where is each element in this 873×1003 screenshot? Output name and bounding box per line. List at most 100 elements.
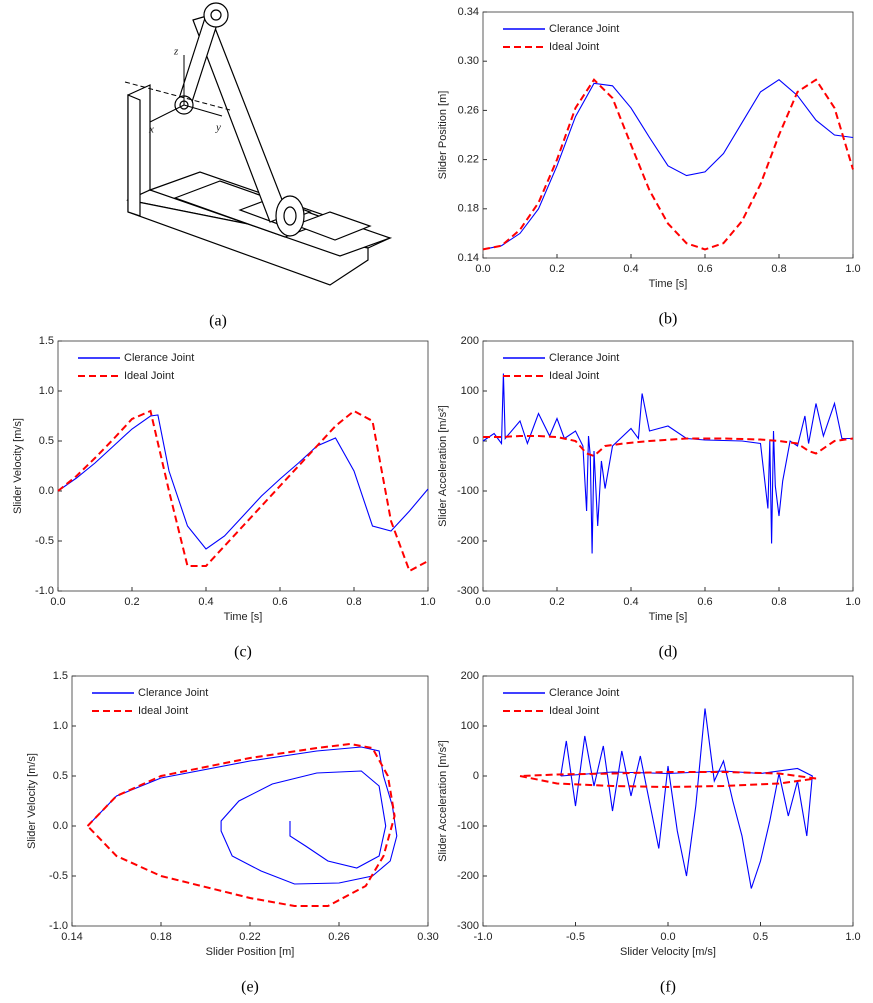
caption: (e) — [241, 979, 259, 996]
y-tick-label: 200 — [461, 670, 479, 682]
y-tick-label: 0.0 — [39, 485, 54, 497]
y-axis-label: Slider Acceleration [m/s²] — [437, 405, 449, 527]
legend-label: Clerance Joint — [549, 352, 619, 364]
y-tick-label: 0.0 — [53, 820, 68, 832]
y-tick-label: 0.18 — [458, 203, 479, 215]
x-tick-label: 0.2 — [549, 596, 564, 608]
x-tick-label: 0.2 — [549, 263, 564, 275]
series-line — [57, 414, 429, 550]
axis-letter: y — [215, 122, 221, 134]
y-tick-label: -200 — [457, 870, 479, 882]
legend-label: Clerance Joint — [138, 687, 208, 699]
y-tick-label: 1.5 — [39, 335, 54, 347]
x-tick-label: 0.2 — [124, 596, 139, 608]
plot-frame — [57, 340, 429, 592]
y-axis-label: Slider Acceleration [m/s²] — [437, 740, 449, 862]
x-tick-label: 0.4 — [198, 596, 213, 608]
x-tick-label: 0.6 — [697, 263, 712, 275]
y-tick-label: -0.5 — [35, 535, 54, 547]
series-line — [87, 746, 398, 885]
y-tick-label: -1.0 — [35, 585, 54, 597]
y-tick-label: -0.5 — [49, 870, 68, 882]
caption: (a) — [209, 313, 227, 330]
series-line — [560, 708, 813, 889]
x-tick-label: 0.8 — [771, 263, 786, 275]
x-tick-label: 1.0 — [845, 596, 860, 608]
mechanism-diagram: z x y (a) — [124, 2, 392, 330]
x-tick-label: 0.0 — [475, 596, 490, 608]
plot-frame — [482, 11, 854, 259]
y-tick-label: 100 — [461, 385, 479, 397]
y-tick-label: -100 — [457, 820, 479, 832]
x-tick-label: 0.8 — [346, 596, 361, 608]
y-tick-label: -100 — [457, 485, 479, 497]
y-tick-label: -1.0 — [49, 920, 68, 932]
legend-label: Ideal Joint — [138, 705, 188, 717]
x-tick-label: 0.5 — [753, 931, 768, 943]
x-tick-label: -1.0 — [474, 931, 493, 943]
y-tick-label: 0.26 — [458, 104, 479, 116]
series-line — [86, 742, 396, 907]
plot-frame — [71, 675, 429, 927]
x-tick-label: 0.6 — [697, 596, 712, 608]
axis-letter: z — [173, 46, 179, 58]
series-line — [519, 771, 817, 789]
caption: (c) — [234, 644, 252, 661]
y-tick-label: 100 — [461, 720, 479, 732]
y-tick-label: 0.34 — [458, 6, 479, 18]
y-tick-label: 0 — [473, 435, 479, 447]
legend-label: Clerance Joint — [549, 23, 619, 35]
y-tick-label: 0.14 — [458, 252, 479, 264]
y-tick-label: -300 — [457, 920, 479, 932]
legend-label: Clerance Joint — [549, 687, 619, 699]
plot-frame — [482, 675, 854, 927]
plot-frame — [482, 340, 854, 592]
y-tick-label: 0.30 — [458, 55, 479, 67]
x-tick-label: 0.8 — [771, 596, 786, 608]
y-tick-label: 0 — [473, 770, 479, 782]
x-axis-label: Time [s] — [649, 611, 688, 623]
x-tick-label: -0.5 — [566, 931, 585, 943]
legend-label: Clerance Joint — [124, 352, 194, 364]
x-axis-label: Slider Position [m] — [206, 946, 295, 958]
x-tick-label: 0.6 — [272, 596, 287, 608]
y-tick-label: 0.5 — [39, 435, 54, 447]
caption: (d) — [659, 644, 678, 661]
x-tick-label: 0.26 — [328, 931, 349, 943]
x-tick-label: 0.0 — [475, 263, 490, 275]
x-tick-label: 0.4 — [623, 596, 638, 608]
series-line — [483, 435, 854, 458]
caption: (f) — [660, 979, 676, 996]
legend-label: Ideal Joint — [549, 41, 599, 53]
series-line — [482, 78, 854, 251]
y-tick-label: 0.5 — [53, 770, 68, 782]
y-tick-label: -200 — [457, 535, 479, 547]
x-tick-label: 0.18 — [150, 931, 171, 943]
legend-label: Ideal Joint — [549, 705, 599, 717]
x-axis-label: Time [s] — [649, 278, 688, 290]
y-axis-label: Slider Position [m] — [437, 91, 449, 180]
y-tick-label: -300 — [457, 585, 479, 597]
series-line — [57, 409, 429, 573]
y-tick-label: 1.0 — [53, 720, 68, 732]
y-axis-label: Slider Velocity [m/s] — [12, 418, 24, 514]
y-tick-label: 1.0 — [39, 385, 54, 397]
x-tick-label: 0.0 — [660, 931, 675, 943]
y-tick-label: 0.22 — [458, 154, 479, 166]
x-axis-label: Slider Velocity [m/s] — [620, 946, 716, 958]
y-axis-label: Slider Velocity [m/s] — [26, 753, 38, 849]
x-tick-label: 1.0 — [420, 596, 435, 608]
x-tick-label: 1.0 — [845, 263, 860, 275]
y-tick-label: 200 — [461, 335, 479, 347]
series-line — [482, 79, 854, 250]
series-line — [482, 373, 853, 554]
x-tick-label: 0.22 — [239, 931, 260, 943]
x-tick-label: 0.4 — [623, 263, 638, 275]
legend-label: Ideal Joint — [549, 370, 599, 382]
y-tick-label: 1.5 — [53, 670, 68, 682]
legend-label: Ideal Joint — [124, 370, 174, 382]
x-tick-label: 0.14 — [61, 931, 82, 943]
x-axis-label: Time [s] — [224, 611, 263, 623]
x-tick-label: 1.0 — [845, 931, 860, 943]
